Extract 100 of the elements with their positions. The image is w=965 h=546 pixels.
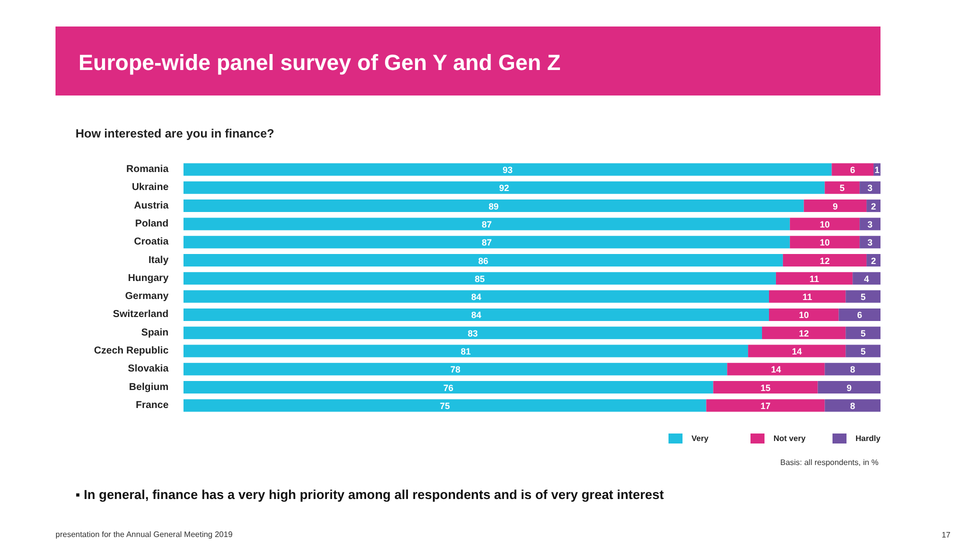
bar	[804, 200, 867, 212]
bar	[184, 163, 832, 176]
data-label: 1	[874, 165, 880, 175]
data-label: 3	[868, 238, 873, 248]
legend-label: Very	[692, 434, 709, 443]
data-label: 81	[460, 346, 471, 356]
bar	[818, 381, 880, 394]
data-label: 10	[798, 310, 809, 320]
data-label: 85	[474, 274, 485, 284]
data-label: 12	[798, 328, 809, 338]
data-label: 3	[868, 183, 873, 194]
bar	[184, 308, 769, 321]
legend-label: Hardly	[856, 434, 881, 443]
y-tick-label: Belgium	[129, 382, 169, 393]
bar	[184, 218, 790, 230]
data-label: 2	[871, 201, 876, 212]
data-label: 14	[770, 364, 781, 375]
data-label: 3	[868, 219, 873, 230]
bar	[184, 381, 714, 394]
bar	[184, 344, 748, 358]
data-label: 89	[488, 201, 499, 212]
bar	[768, 290, 846, 303]
bar	[768, 308, 839, 321]
data-label: 12	[820, 256, 830, 266]
chart-title: Europe-wide panel survey of Gen Y and Gen Z	[78, 50, 561, 75]
data-label: 9	[832, 201, 838, 212]
data-label: 15	[760, 382, 771, 393]
text: ▪ In general, finance has a very high priority among all respondents and is of very great interest	[76, 487, 664, 502]
y-tick-label: Czech Republic	[94, 346, 169, 356]
bar	[706, 399, 825, 412]
data-label: 10	[820, 219, 830, 230]
y-tick-label: Germany	[125, 291, 169, 302]
bar	[846, 290, 880, 303]
bar	[824, 362, 880, 376]
y-tick-label: Romania	[126, 164, 169, 175]
text: presentation for the Annual General Meeting 2019	[56, 530, 234, 539]
data-label: 6	[850, 165, 856, 175]
bar	[852, 272, 880, 285]
text: Basis: all respondents, in %	[780, 458, 879, 467]
bar	[824, 181, 860, 194]
data-label: 76	[443, 382, 454, 393]
data-label: 8	[850, 364, 856, 375]
bar	[184, 181, 825, 194]
data-label: 93	[502, 165, 513, 175]
bar	[832, 163, 874, 176]
bar	[727, 362, 825, 376]
bar	[860, 218, 880, 230]
y-tick-label: Ukraine	[132, 182, 169, 194]
data-label: 4	[864, 274, 870, 284]
y-tick-label: Italy	[148, 254, 169, 266]
bar	[748, 344, 846, 358]
data-label: 84	[471, 292, 482, 302]
bar	[790, 236, 860, 248]
chart-subtitle: How interested are you in finance?	[76, 126, 274, 140]
data-label: 75	[440, 400, 450, 411]
bar	[184, 399, 706, 412]
data-label: 87	[482, 238, 492, 248]
bar	[838, 308, 880, 321]
data-label: 14	[792, 346, 802, 356]
bar	[184, 236, 790, 248]
data-label: 10	[820, 238, 830, 248]
data-label: 8	[850, 400, 856, 411]
bar	[184, 200, 804, 212]
legend-label: Not very	[774, 434, 806, 443]
data-label: 11	[802, 292, 812, 302]
bar	[782, 254, 867, 266]
data-label: 9	[846, 382, 852, 393]
bar	[184, 362, 728, 376]
bar	[790, 218, 860, 230]
bar	[846, 326, 880, 340]
bar	[713, 381, 818, 394]
bar	[184, 272, 776, 285]
bar	[184, 290, 769, 303]
data-label: 83	[468, 328, 478, 338]
data-label: 92	[499, 183, 510, 194]
bar	[860, 236, 880, 248]
data-label: 11	[810, 274, 820, 284]
bar	[184, 326, 762, 340]
text: 17	[942, 530, 952, 540]
data-label: 5	[860, 292, 866, 302]
data-label: 5	[860, 346, 866, 356]
bar	[762, 326, 846, 340]
data-label: 5	[860, 328, 866, 338]
y-tick-label: Spain	[141, 327, 169, 338]
bar	[184, 254, 783, 266]
data-label: 84	[471, 310, 482, 320]
data-label: 87	[482, 219, 492, 230]
bar	[846, 344, 880, 358]
y-tick-label: Poland	[135, 218, 169, 230]
y-tick-label: Switzerland	[112, 309, 169, 320]
y-tick-label: Austria	[134, 200, 169, 212]
data-label: 78	[450, 364, 460, 375]
data-label: 86	[478, 256, 488, 266]
data-label: 5	[840, 183, 845, 194]
y-tick-label: Slovakia	[128, 364, 169, 375]
y-tick-label: Croatia	[134, 236, 169, 248]
data-label: 2	[871, 256, 876, 266]
bar	[860, 181, 880, 194]
y-tick-label: Hungary	[128, 272, 169, 284]
data-label: 6	[857, 310, 862, 320]
